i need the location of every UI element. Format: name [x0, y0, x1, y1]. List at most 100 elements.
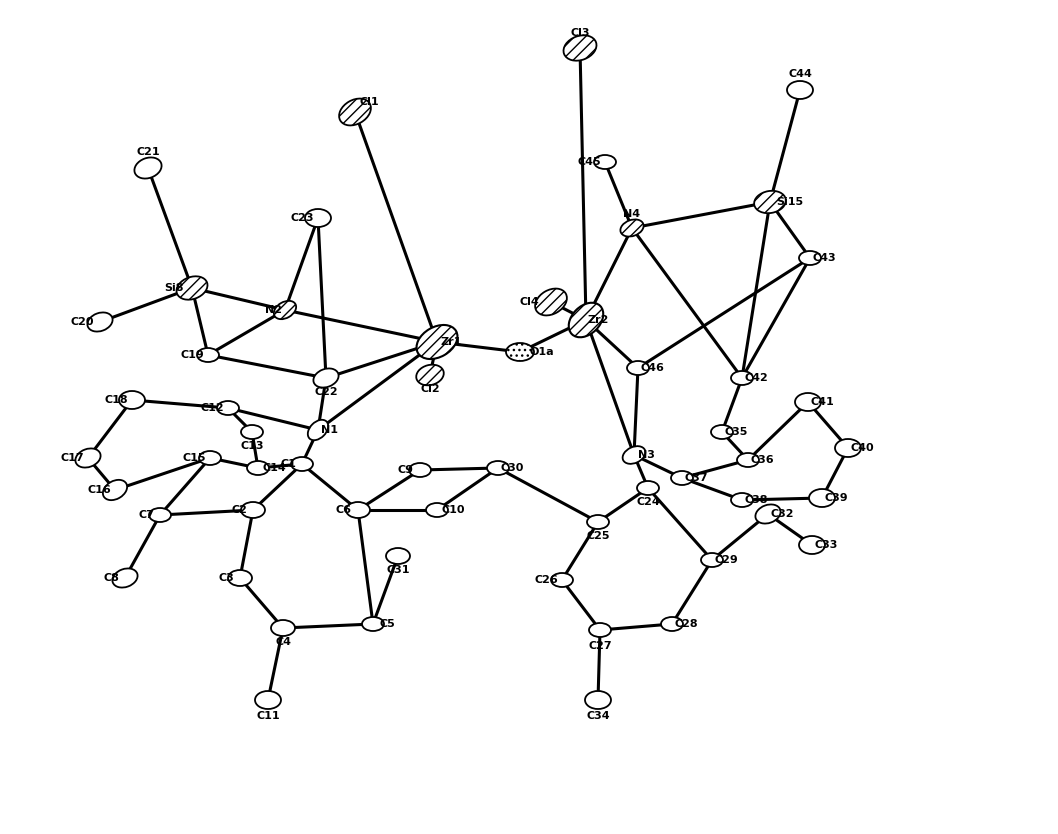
Text: C16: C16 — [87, 485, 111, 495]
Ellipse shape — [594, 155, 616, 169]
Text: C44: C44 — [788, 69, 811, 79]
Text: C30: C30 — [500, 463, 524, 473]
Ellipse shape — [229, 570, 252, 586]
Text: C20: C20 — [70, 317, 94, 327]
Ellipse shape — [661, 617, 683, 631]
Text: C1: C1 — [280, 459, 296, 469]
Text: C45: C45 — [578, 157, 601, 167]
Ellipse shape — [426, 503, 448, 517]
Ellipse shape — [241, 502, 264, 518]
Ellipse shape — [711, 425, 733, 439]
Ellipse shape — [134, 158, 162, 178]
Ellipse shape — [255, 691, 281, 709]
Text: Zr2: Zr2 — [587, 315, 608, 325]
Text: O1a: O1a — [530, 347, 554, 357]
Ellipse shape — [308, 420, 328, 440]
Ellipse shape — [274, 301, 296, 319]
Ellipse shape — [313, 369, 339, 388]
Text: C38: C38 — [744, 495, 768, 505]
Text: C12: C12 — [200, 403, 224, 413]
Ellipse shape — [551, 573, 573, 587]
Text: N3: N3 — [638, 450, 655, 460]
Ellipse shape — [731, 371, 753, 385]
Ellipse shape — [149, 508, 171, 522]
Text: C42: C42 — [744, 373, 768, 383]
Ellipse shape — [199, 451, 221, 465]
Ellipse shape — [305, 209, 331, 227]
Text: C13: C13 — [240, 441, 263, 451]
Text: C19: C19 — [180, 350, 204, 360]
Text: C40: C40 — [851, 443, 874, 453]
Text: C39: C39 — [824, 493, 847, 503]
Ellipse shape — [271, 620, 295, 636]
Ellipse shape — [701, 553, 723, 567]
Ellipse shape — [409, 463, 431, 477]
Ellipse shape — [386, 548, 411, 564]
Text: C35: C35 — [725, 427, 748, 437]
Ellipse shape — [671, 471, 693, 485]
Ellipse shape — [340, 98, 371, 125]
Text: C31: C31 — [386, 565, 409, 575]
Text: Si15: Si15 — [777, 197, 804, 207]
Text: Zr1: Zr1 — [440, 337, 461, 347]
Ellipse shape — [177, 276, 207, 299]
Ellipse shape — [637, 481, 659, 495]
Ellipse shape — [835, 439, 861, 457]
Text: C4: C4 — [275, 637, 291, 647]
Ellipse shape — [487, 461, 509, 475]
Ellipse shape — [241, 425, 263, 439]
Ellipse shape — [362, 617, 384, 631]
Text: C25: C25 — [586, 531, 609, 541]
Ellipse shape — [118, 391, 145, 409]
Ellipse shape — [569, 303, 603, 337]
Text: C10: C10 — [441, 505, 464, 515]
Text: C23: C23 — [290, 213, 314, 223]
Ellipse shape — [417, 325, 457, 359]
Text: C5: C5 — [379, 619, 395, 629]
Text: C32: C32 — [770, 509, 794, 519]
Text: C24: C24 — [636, 497, 660, 507]
Text: C17: C17 — [60, 453, 84, 463]
Ellipse shape — [247, 461, 269, 475]
Ellipse shape — [416, 364, 443, 385]
Text: C26: C26 — [534, 575, 558, 585]
Ellipse shape — [620, 219, 643, 237]
Ellipse shape — [291, 457, 313, 471]
Text: N1: N1 — [322, 425, 339, 435]
Text: C14: C14 — [262, 463, 286, 473]
Text: C3: C3 — [218, 573, 234, 583]
Text: C18: C18 — [104, 395, 128, 405]
Ellipse shape — [535, 289, 567, 315]
Ellipse shape — [795, 393, 821, 411]
Ellipse shape — [737, 453, 759, 467]
Text: C33: C33 — [815, 540, 838, 550]
Text: C34: C34 — [586, 711, 609, 721]
Text: C41: C41 — [810, 397, 834, 407]
Text: Cl1: Cl1 — [359, 97, 379, 107]
Ellipse shape — [346, 502, 370, 518]
Text: C36: C36 — [750, 455, 773, 465]
Text: C43: C43 — [813, 253, 836, 263]
Ellipse shape — [809, 489, 835, 507]
Text: C2: C2 — [231, 505, 247, 515]
Text: C37: C37 — [685, 473, 708, 483]
Ellipse shape — [799, 251, 821, 265]
Ellipse shape — [88, 313, 112, 332]
Text: Cl4: Cl4 — [519, 297, 539, 307]
Ellipse shape — [627, 361, 649, 375]
Ellipse shape — [197, 348, 219, 362]
Text: C6: C6 — [336, 505, 352, 515]
Ellipse shape — [506, 343, 534, 361]
Text: Cl2: Cl2 — [420, 384, 440, 394]
Text: C46: C46 — [640, 363, 664, 373]
Ellipse shape — [112, 569, 138, 588]
Text: C8: C8 — [103, 573, 118, 583]
Text: C29: C29 — [714, 555, 737, 565]
Text: N2: N2 — [264, 305, 281, 315]
Text: C11: C11 — [256, 711, 279, 721]
Ellipse shape — [754, 191, 786, 214]
Ellipse shape — [564, 35, 597, 61]
Ellipse shape — [731, 493, 753, 507]
Text: C7: C7 — [138, 510, 153, 520]
Ellipse shape — [103, 480, 127, 500]
